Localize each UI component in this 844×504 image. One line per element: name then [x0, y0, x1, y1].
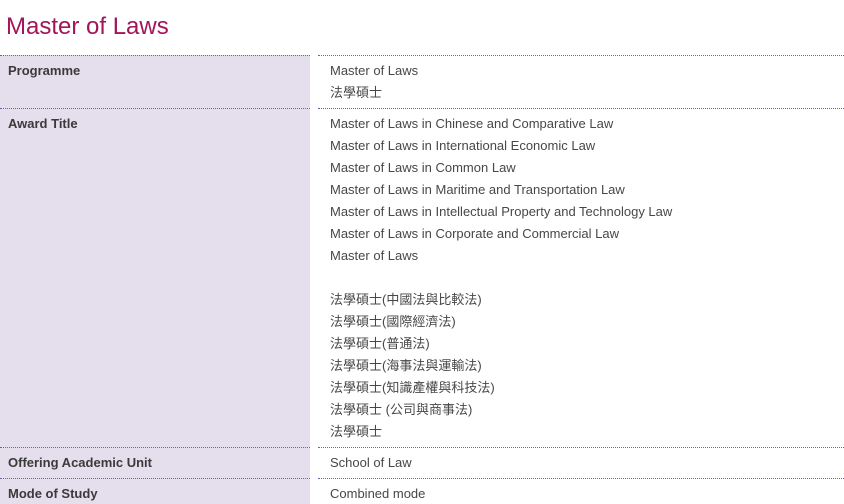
row-value-mode-of-study: Combined mode: [318, 478, 844, 504]
value-line: Combined mode: [330, 486, 426, 501]
table-row-award-title: Award Title Master of Laws in Chinese an…: [0, 108, 844, 447]
value-line: 法學碩士(知識產權與科技法): [330, 380, 495, 395]
row-label-award-title: Award Title: [0, 108, 310, 447]
value-line: 法學碩士(海事法與運輸法): [330, 358, 482, 373]
row-label-programme: Programme: [0, 55, 310, 108]
row-value-award-title: Master of Laws in Chinese and Comparativ…: [318, 108, 844, 447]
value-line: 法學碩士(國際經濟法): [330, 314, 456, 329]
value-line: 法學碩士(中國法與比較法): [330, 292, 482, 307]
value-line: Master of Laws: [330, 63, 419, 78]
row-value-programme: Master of Laws 法學碩士: [318, 55, 844, 108]
value-line: School of Law: [330, 455, 412, 470]
value-line: Master of Laws in International Economic…: [330, 138, 596, 153]
value-line-blank: [330, 267, 844, 289]
programme-info-table: Programme Master of Laws 法學碩士 Award Titl…: [0, 55, 844, 504]
value-line: Master of Laws in Chinese and Comparativ…: [330, 116, 614, 131]
page-title: Master of Laws: [6, 13, 169, 40]
value-line: 法學碩士: [330, 85, 383, 100]
value-line: Master of Laws: [330, 248, 419, 263]
row-label-mode-of-study: Mode of Study: [0, 478, 310, 504]
value-line: Master of Laws in Corporate and Commerci…: [330, 226, 620, 241]
table-row-programme: Programme Master of Laws 法學碩士: [0, 55, 844, 108]
value-line: 法學碩士: [330, 424, 383, 439]
row-value-offering-academic-unit: School of Law: [318, 447, 844, 478]
value-line: Master of Laws in Common Law: [330, 160, 516, 175]
table-row-offering-academic-unit: Offering Academic Unit School of Law: [0, 447, 844, 478]
value-line: 法學碩士(普通法): [330, 336, 430, 351]
row-label-offering-academic-unit: Offering Academic Unit: [0, 447, 310, 478]
table-row-mode-of-study: Mode of Study Combined mode: [0, 478, 844, 504]
value-line: Master of Laws in Intellectual Property …: [330, 204, 673, 219]
value-line: Master of Laws in Maritime and Transport…: [330, 182, 625, 197]
value-line: 法學碩士 (公司與商事法): [330, 402, 473, 417]
